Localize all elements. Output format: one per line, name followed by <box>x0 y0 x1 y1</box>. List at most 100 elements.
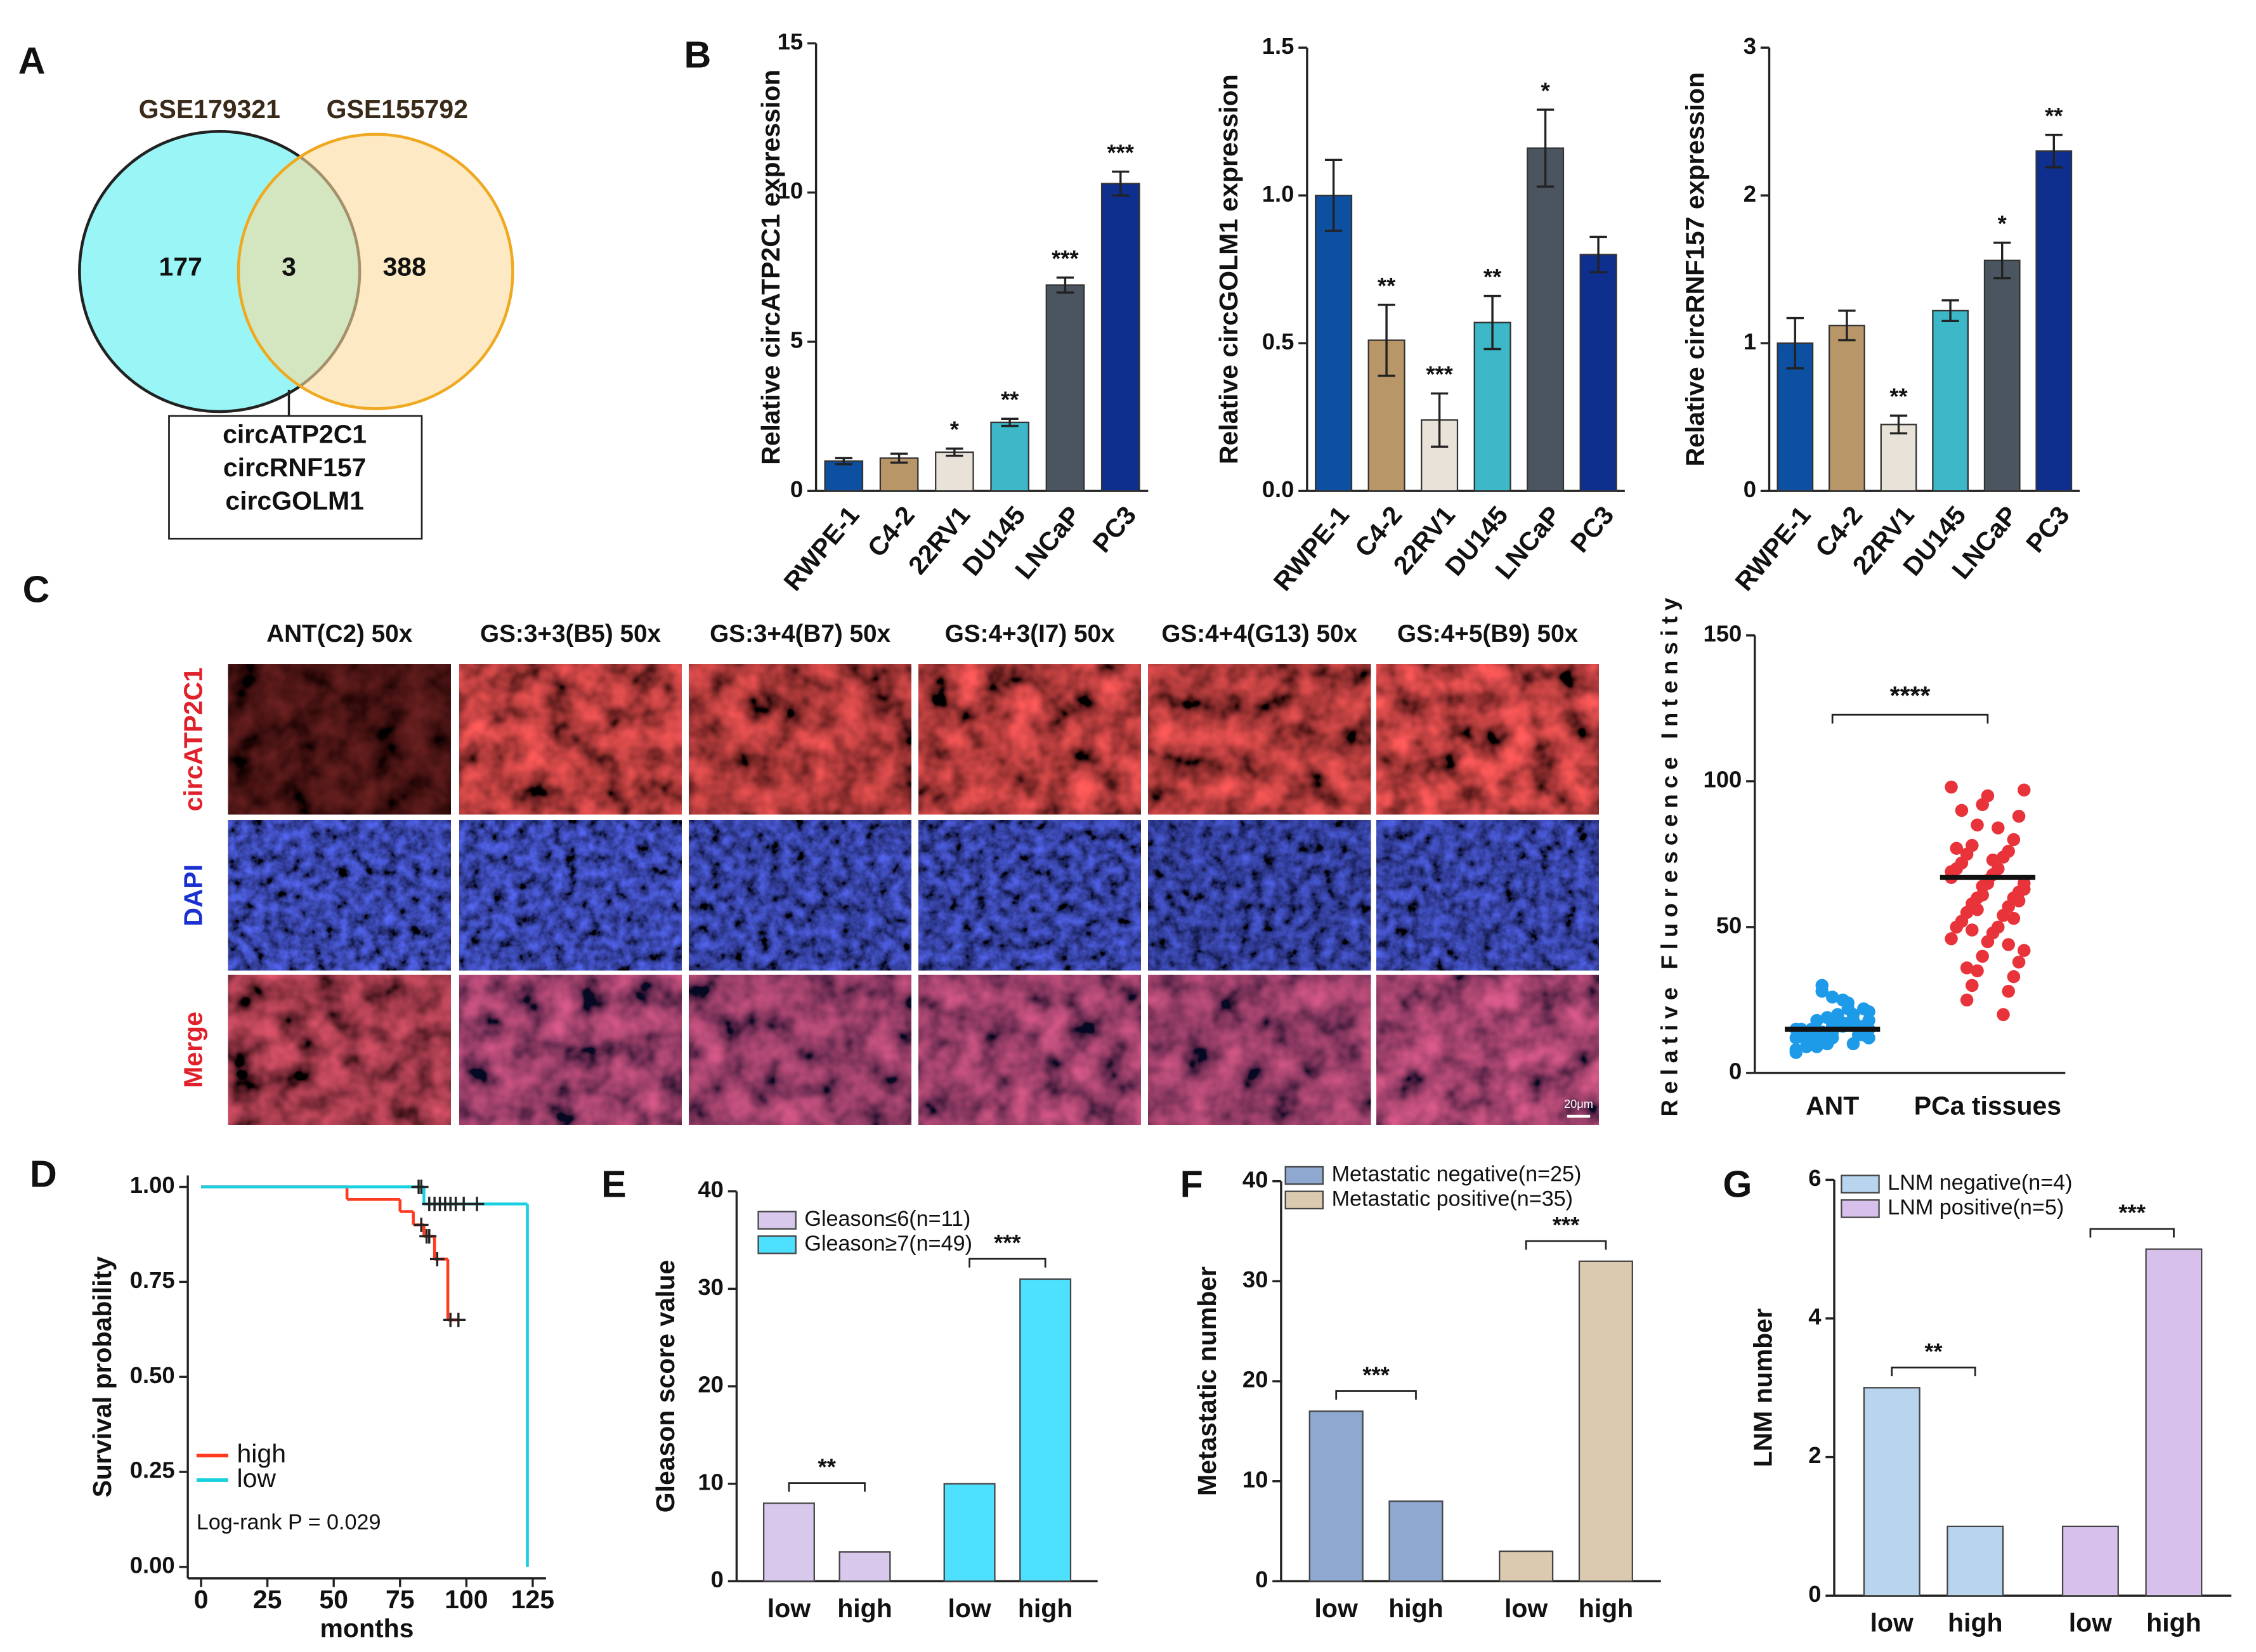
error-bar <box>1378 303 1395 377</box>
significance-bracket <box>1831 713 1989 724</box>
dot <box>1955 803 1969 817</box>
legend-swatch <box>1841 1199 1880 1218</box>
y-tick-label: 20 <box>1242 1367 1268 1393</box>
bar <box>1880 424 1917 492</box>
column-label: GS:4+4(G13) 50x <box>1161 620 1357 647</box>
micrograph-tile <box>228 975 451 1125</box>
x-tick-label: high <box>1948 1608 2002 1637</box>
y-tick-label: 1.5 <box>1262 33 1294 59</box>
dot <box>1945 865 1958 878</box>
dot <box>1820 1037 1834 1051</box>
error-bar <box>2045 133 2063 169</box>
legend-label: Metastatic positive(n=35) <box>1332 1187 1573 1211</box>
x-tick-label: PC3 <box>1565 500 1619 558</box>
y-tick-label: 30 <box>698 1274 724 1300</box>
dot <box>2007 911 2021 925</box>
x-tick-label: 75 <box>386 1585 415 1614</box>
bar <box>1388 1500 1444 1582</box>
y-axis-label: LNM number <box>1749 1308 1778 1467</box>
micrograph-tile <box>918 975 1141 1125</box>
dot <box>2018 944 2031 957</box>
dot <box>1841 1002 1855 1015</box>
bar <box>1946 1525 2004 1597</box>
x-axis-label: months <box>320 1614 414 1643</box>
dot <box>2002 938 2015 951</box>
x-tick-label: high <box>1388 1594 1443 1623</box>
y-tick-label: 0 <box>1729 1058 1742 1084</box>
y-tick-label: 0 <box>711 1566 724 1592</box>
merge-dapi <box>1148 975 1371 1125</box>
significance: ** <box>1483 264 1502 290</box>
error-bar <box>1056 276 1074 294</box>
x-tick-label: RWPE-1 <box>1268 500 1355 596</box>
panel-label: C <box>23 568 50 610</box>
error-bar <box>1112 170 1130 197</box>
overlap-count: 3 <box>282 252 296 281</box>
micrograph-tile <box>459 975 682 1125</box>
y-tick-label: 10 <box>778 178 804 204</box>
micrograph-tile <box>1148 975 1371 1125</box>
bar <box>1829 325 1865 492</box>
error-bar <box>1001 417 1019 427</box>
bar <box>1579 254 1617 492</box>
significance: *** <box>1052 245 1079 271</box>
error-bar <box>890 452 908 464</box>
x-tick-label: RWPE-1 <box>1730 500 1816 596</box>
y-tick-label: 1 <box>1744 328 1756 354</box>
x-tick-label: high <box>1018 1594 1073 1623</box>
y-tick-label: 2 <box>1808 1442 1821 1468</box>
dot <box>2018 783 2031 797</box>
bar <box>1019 1278 1072 1582</box>
dot <box>1986 853 2000 867</box>
error-bar <box>1889 414 1908 435</box>
x-tick-label: low <box>1870 1608 1914 1637</box>
y-tick-label: 0.50 <box>130 1362 175 1388</box>
bar <box>1932 309 1969 492</box>
significance: *** <box>2118 1200 2146 1226</box>
merge-dapi <box>918 975 1141 1125</box>
y-tick-label: 40 <box>1242 1166 1268 1192</box>
y-tick-label: 20 <box>698 1372 724 1398</box>
x-tick-label: 25 <box>253 1585 282 1614</box>
micrograph-tile <box>228 664 451 815</box>
legend-label: Gleason≤6(n=11) <box>804 1207 970 1231</box>
y-tick-label: 0.00 <box>130 1552 175 1578</box>
column-label: GS:4+5(B9) 50x <box>1397 620 1579 647</box>
legend-label: Gleason≥7(n=49) <box>804 1232 972 1256</box>
significance-bracket <box>968 1258 1046 1268</box>
overlap-item: circGOLM1 <box>225 486 364 515</box>
bar <box>935 451 974 492</box>
bar <box>990 421 1029 492</box>
legend-swatch <box>757 1235 797 1254</box>
dot <box>1789 1031 1803 1044</box>
x-tick-label: low <box>2069 1608 2112 1637</box>
y-tick-label: 5 <box>790 327 803 353</box>
micrograph-tile <box>459 820 682 971</box>
error-bar <box>1536 108 1555 188</box>
bar <box>2035 150 2073 492</box>
censor-mark <box>414 1218 429 1232</box>
significance-bracket <box>1891 1367 1976 1377</box>
y-tick-label: 0 <box>1808 1581 1821 1607</box>
x-tick-label: low <box>767 1594 811 1623</box>
legend-swatch <box>1284 1166 1324 1185</box>
y-tick-label: 30 <box>1242 1266 1268 1292</box>
dot <box>1789 1046 1803 1059</box>
overlap-box <box>168 415 423 540</box>
micrograph-tile <box>1376 975 1599 1125</box>
y-tick-label: 0 <box>1744 476 1756 502</box>
bar <box>2061 1525 2119 1597</box>
y-tick-label: 1.00 <box>130 1172 175 1198</box>
legend-label: low <box>237 1464 277 1493</box>
set-name: GSE179321 <box>139 94 280 124</box>
x-tick-label: low <box>1315 1594 1358 1623</box>
dot <box>1862 1005 1875 1018</box>
annotation: Log-rank P = 0.029 <box>197 1510 381 1534</box>
dot <box>1815 979 1829 992</box>
significance: *** <box>1553 1212 1580 1238</box>
dot <box>2002 984 2015 998</box>
panel-label: B <box>684 34 712 76</box>
dot <box>1997 1008 2010 1022</box>
dot <box>1950 920 1964 934</box>
